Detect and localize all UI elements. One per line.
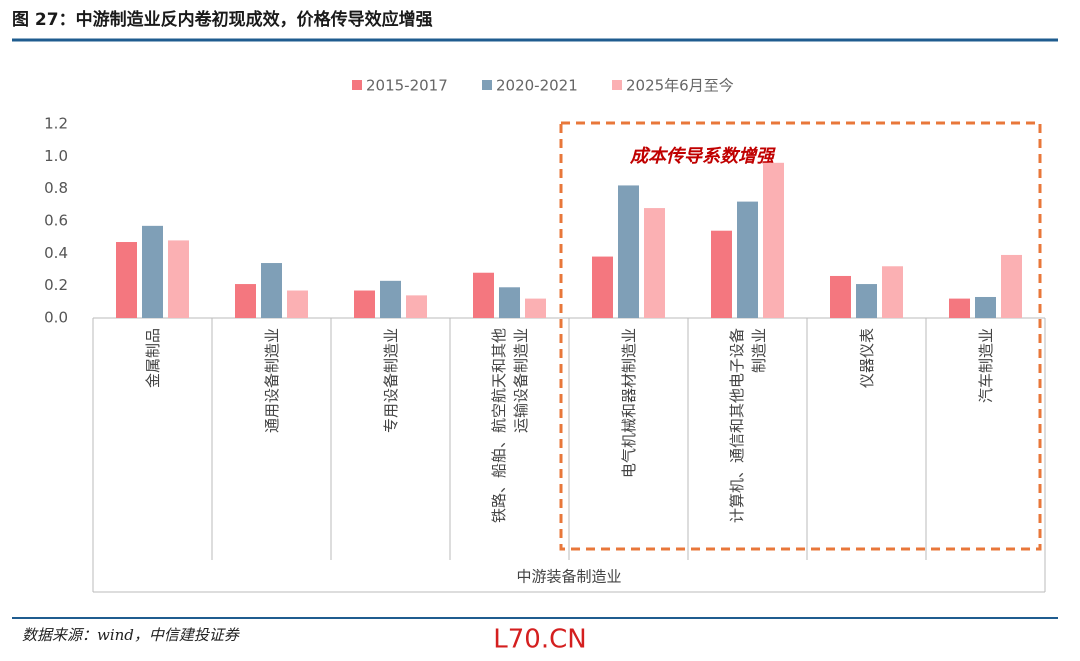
bar (763, 162, 784, 318)
bar (142, 225, 163, 318)
x-tick-label: 电气机械和器材制造业 (619, 328, 638, 479)
bar (168, 240, 189, 318)
bar (116, 242, 137, 318)
y-tick-label: 1.2 (44, 115, 68, 133)
source: 数据来源：wind，中信建投证券 (22, 626, 240, 644)
bar (830, 275, 851, 318)
legend-label: 2020-2021 (496, 77, 578, 95)
bar (949, 298, 970, 318)
y-tick-label: 0.0 (44, 309, 68, 327)
bar (644, 208, 665, 318)
bar (618, 185, 639, 318)
bar (882, 266, 903, 318)
bar (473, 272, 494, 318)
x-tick-label: 仪器仪表 (857, 328, 876, 389)
y-tick-label: 0.2 (44, 276, 68, 294)
group-label: 中游装备制造业 (516, 568, 621, 586)
bar (856, 284, 877, 318)
y-tick-label: 0.8 (44, 179, 68, 197)
bar (287, 290, 308, 318)
x-tick-label: 专用设备制造业 (381, 328, 400, 434)
bar (354, 290, 375, 318)
legend-swatch (612, 80, 622, 90)
bar (1001, 254, 1022, 318)
x-tick-label: 金属制品 (143, 328, 162, 389)
bar (380, 280, 401, 318)
highlight-box (559, 121, 1042, 551)
x-tick-label: 计算机、通信和其他电子设备制造业 (727, 328, 768, 524)
watermark: L70.CN (493, 625, 586, 655)
y-tick-label: 0.4 (44, 244, 68, 262)
bar (261, 263, 282, 318)
bar (975, 296, 996, 318)
y-tick-label: 1.0 (44, 147, 68, 165)
bar (592, 256, 613, 318)
bar (711, 230, 732, 318)
title: 图 27：中游制造业反内卷初现成效，价格传导效应增强 (12, 9, 433, 30)
bar (737, 201, 758, 318)
legend-label: 2025年6月至今 (626, 77, 734, 95)
bar (499, 287, 520, 318)
bar (525, 298, 546, 318)
annotation: 成本传导系数增强 (629, 146, 776, 167)
bar (406, 295, 427, 318)
legend-label: 2015-2017 (366, 77, 448, 95)
bar (235, 284, 256, 318)
x-tick-label: 通用设备制造业 (262, 328, 281, 434)
x-tick-label: 铁路、船舶、航空航天和其他运输设备制造业 (489, 328, 530, 524)
legend-swatch (352, 80, 362, 90)
legend-swatch (482, 80, 492, 90)
x-tick-label: 汽车制造业 (976, 328, 995, 404)
y-tick-label: 0.6 (44, 212, 68, 230)
